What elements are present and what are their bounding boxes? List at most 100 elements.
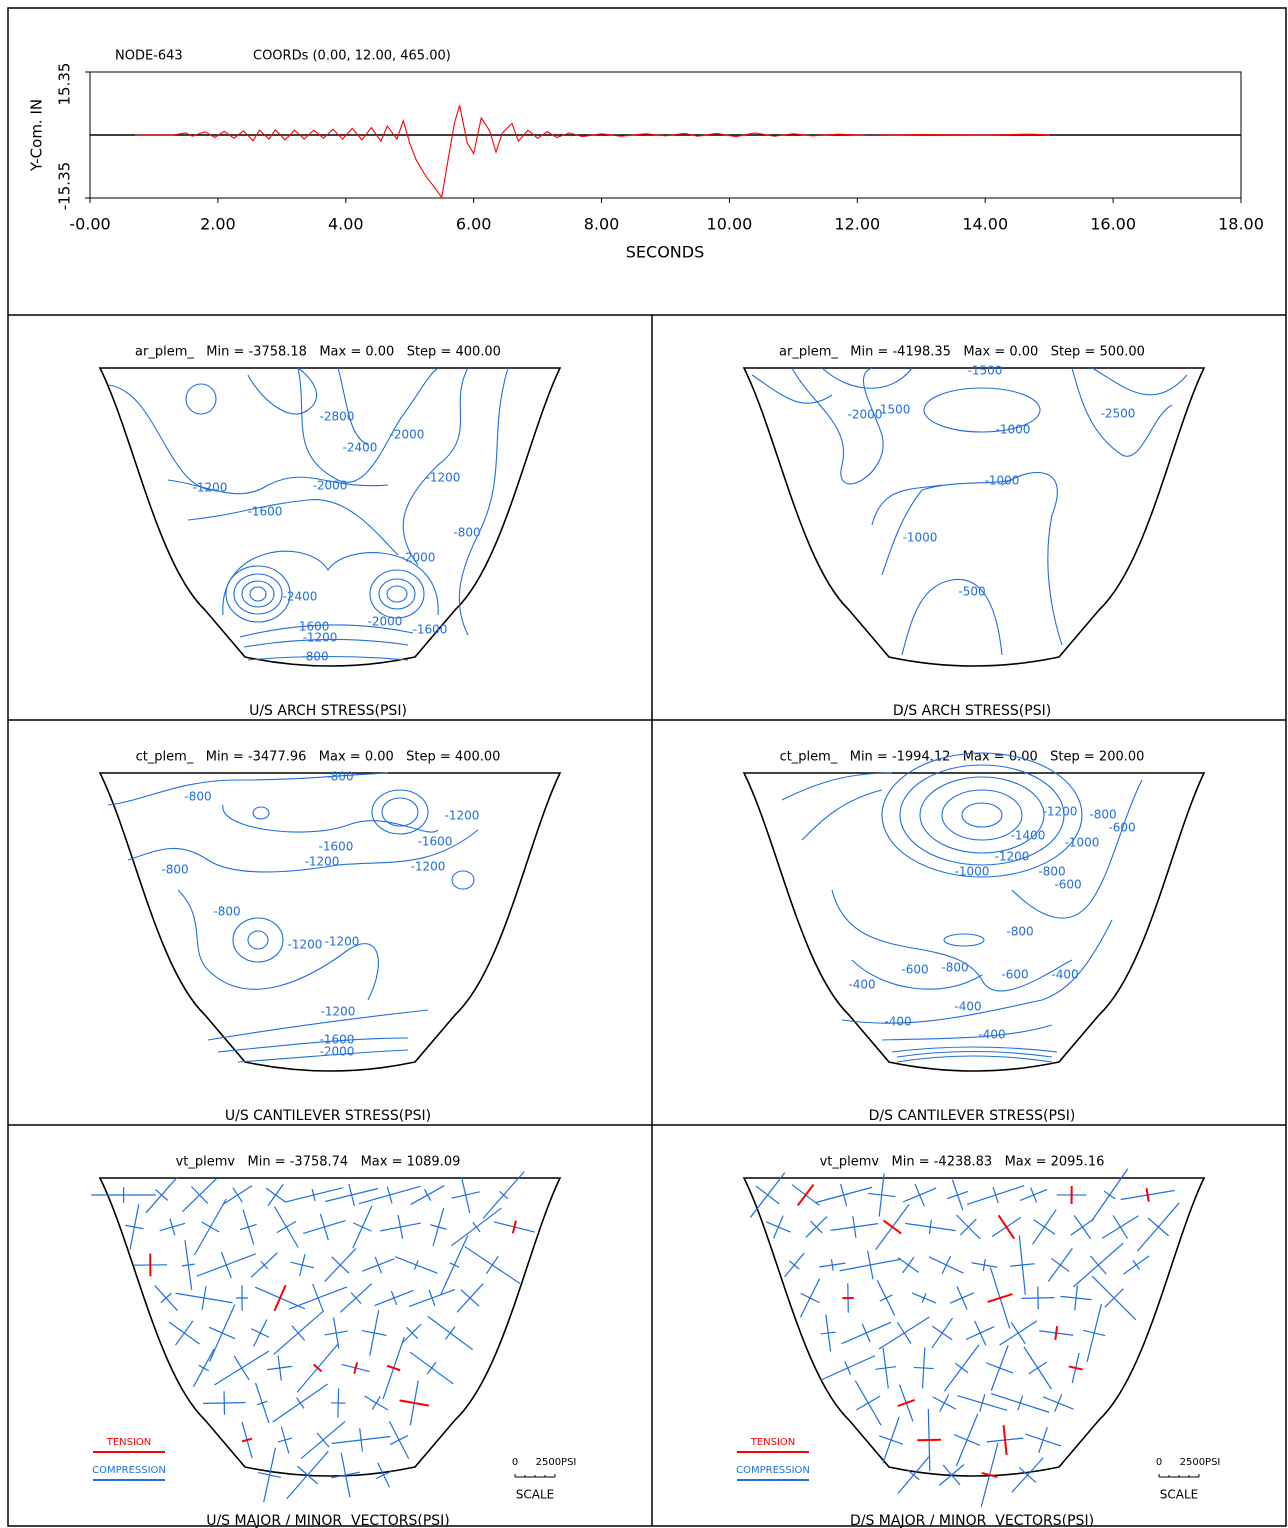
contour-label: -400: [978, 1028, 1005, 1042]
contour-label: -2400: [283, 590, 318, 604]
contour-label: -2000: [313, 479, 348, 493]
vector: [273, 1284, 287, 1312]
vector: [830, 1259, 834, 1271]
vector: [175, 1320, 194, 1346]
vector: [875, 1366, 897, 1370]
vector: [220, 1251, 232, 1279]
contour-line: [177, 889, 379, 1001]
contour-line: [237, 1049, 409, 1063]
contour-label: -2000: [848, 408, 883, 422]
panel-caption: D/S CANTILEVER STRESS(PSI): [869, 1108, 1076, 1124]
contour-line: [851, 959, 983, 990]
contour-line: [247, 655, 409, 661]
dam-outline: [742, 1177, 1206, 1477]
outer-frame: [7, 7, 1287, 1527]
x-tick-label: 12.00: [834, 215, 880, 234]
vector: [251, 1328, 270, 1338]
vector: [913, 1366, 934, 1370]
vector: [789, 1260, 800, 1270]
contour-label: -1000: [955, 865, 990, 879]
dam-outline: [98, 1177, 562, 1477]
contour-label: -1200: [1043, 805, 1078, 819]
vector: [1073, 1215, 1092, 1239]
vector: [907, 1469, 920, 1481]
vector: [399, 1399, 430, 1407]
scale-label: 0: [1156, 1457, 1162, 1468]
contour-line: [1001, 472, 1063, 646]
vector: [1017, 1395, 1024, 1411]
vector: [386, 1364, 401, 1372]
contour-line: [919, 776, 1045, 854]
x-tick-label: 14.00: [962, 215, 1008, 234]
vector: [359, 1428, 364, 1452]
vector: [201, 1221, 220, 1233]
contour-label: -1600: [248, 505, 283, 519]
contour-label: -800: [1038, 865, 1065, 879]
vector: [954, 1362, 969, 1374]
vector: [256, 1400, 268, 1406]
contour-label: -2500: [1101, 407, 1136, 421]
contour-label: -1000: [903, 531, 938, 545]
contour-label: -800: [453, 526, 480, 540]
contour-label: -400: [1051, 968, 1078, 982]
vector: [1050, 1257, 1070, 1273]
contour-label: -800: [326, 770, 353, 784]
vector: [879, 1435, 904, 1445]
dam-outline: [98, 772, 562, 1072]
scale-bar: [1158, 1474, 1200, 1478]
contour-line: [225, 565, 291, 623]
contour-label: -1200: [325, 935, 360, 949]
vector: [423, 1189, 432, 1201]
contour-label: -1200: [321, 1005, 356, 1019]
contour-line: [896, 1050, 1053, 1058]
vector: [942, 1464, 961, 1486]
vector: [867, 1192, 896, 1198]
contour-line: [751, 374, 833, 404]
vector: [882, 1219, 902, 1235]
vector: [299, 1254, 306, 1276]
vector: [861, 1323, 871, 1343]
vector: [1104, 1288, 1124, 1308]
vector: [1054, 1394, 1063, 1412]
vector: [291, 1325, 306, 1341]
vector: [755, 1185, 780, 1205]
legend-label: COMPRESSION: [92, 1465, 166, 1476]
vector: [800, 1292, 820, 1304]
dam-outline: [98, 367, 562, 667]
vector: [239, 1223, 257, 1231]
contour-line: [831, 889, 1073, 992]
contour-line: [821, 367, 913, 389]
contour-label: -500: [958, 585, 985, 599]
contour-label: -1400: [1011, 829, 1046, 843]
contour-line: [923, 387, 1041, 433]
vector: [451, 1191, 480, 1199]
vector: [1112, 1215, 1129, 1239]
legend-label: COMPRESSION: [736, 1465, 810, 1476]
contour-line: [402, 367, 469, 566]
scale-label: 0: [512, 1457, 518, 1468]
contour-line: [381, 797, 419, 827]
vector: [201, 1286, 207, 1310]
contour-label: -1000: [1065, 836, 1100, 850]
vector: [810, 1220, 823, 1234]
contour-line: [1071, 367, 1173, 457]
contour-line: [451, 870, 475, 890]
vector: [1038, 1426, 1048, 1454]
vector: [1074, 1285, 1078, 1311]
contour-label: -1600: [413, 623, 448, 637]
x-tick-label: 6.00: [456, 215, 492, 234]
contour-line: [187, 499, 399, 556]
panel-caption: D/S ARCH STRESS(PSI): [893, 703, 1051, 719]
contour-label: -600: [1054, 878, 1081, 892]
contour-line: [961, 802, 1003, 828]
vector: [1068, 1365, 1083, 1371]
vector: [947, 1190, 969, 1200]
contour-label: -1600: [295, 620, 330, 634]
vector: [897, 1398, 916, 1408]
contour-line: [781, 772, 893, 801]
contour-label: -1600: [319, 840, 354, 854]
panel-caption: U/S MAJOR / MINOR VECTORS(PSI): [206, 1513, 450, 1528]
vector: [974, 1320, 987, 1346]
vector: [1018, 1467, 1037, 1483]
